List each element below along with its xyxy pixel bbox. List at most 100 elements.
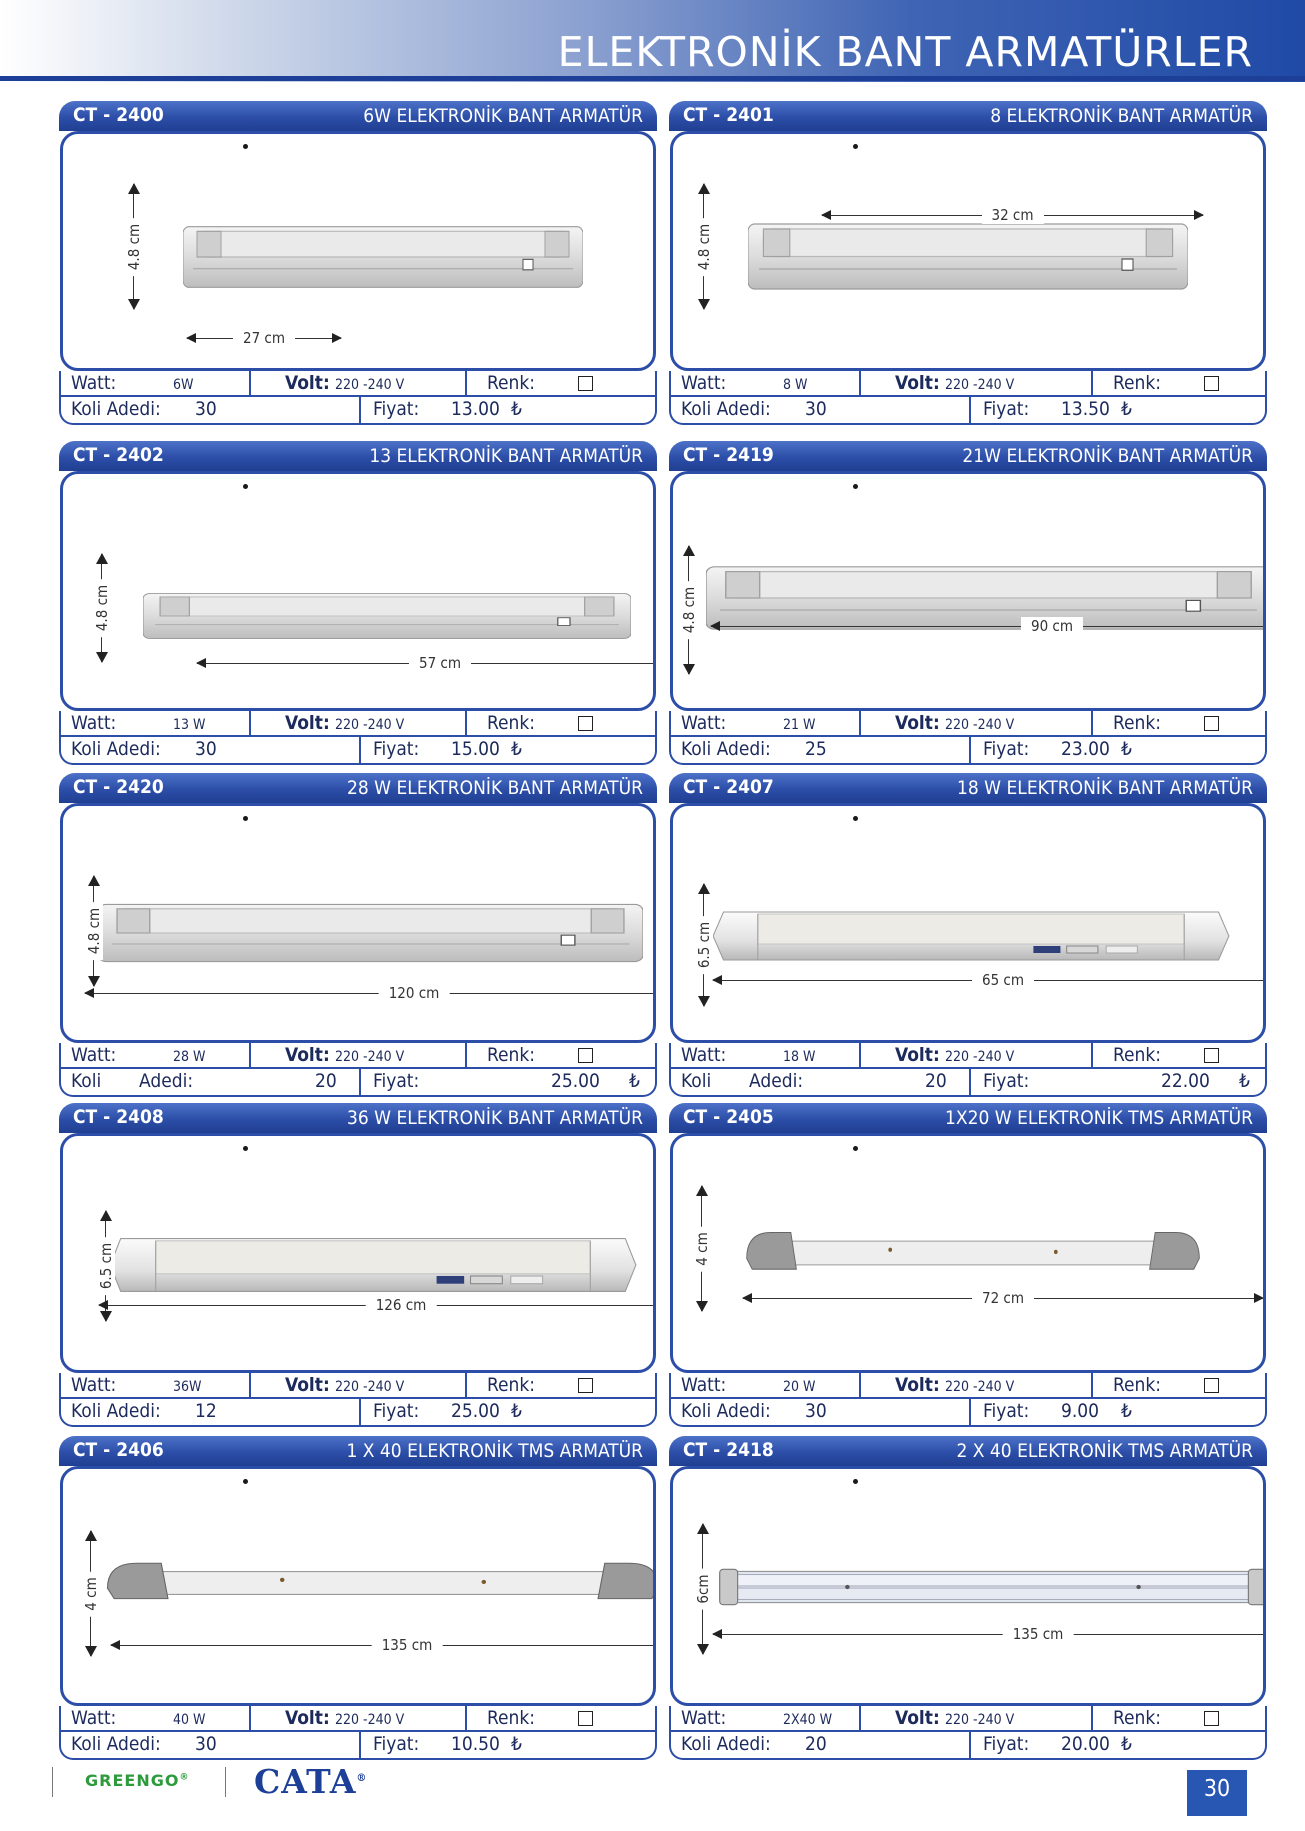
card-header: CT - 2408 36 W ELEKTRONİK BANT ARMATÜR (59, 1103, 657, 1133)
renk-label: Renk: (1113, 1707, 1162, 1729)
arrow-up-icon (698, 883, 710, 894)
height-dimension: 4 cm (691, 1185, 713, 1312)
cell-divider (465, 711, 467, 737)
product-image-area: 4.8 cm 57 cm (60, 471, 656, 711)
color-checkbox[interactable] (578, 1048, 593, 1063)
koli-value: 30 (805, 1400, 827, 1422)
color-checkbox[interactable] (578, 1711, 593, 1726)
color-checkbox[interactable] (1204, 376, 1219, 391)
height-label: 4.8 cm (680, 580, 698, 640)
bullet-dot (853, 144, 858, 149)
spec-row-electrical: Watt: 40 W Volt: 220 -240 V Renk: (61, 1706, 655, 1732)
arrow-left-icon (712, 1629, 722, 1639)
length-label: 27 cm (232, 329, 296, 347)
arrow-down-icon (85, 1646, 97, 1657)
koli-adedi-label: Koli Adedi: (71, 398, 161, 420)
watt-label: Watt: (71, 1374, 117, 1396)
length-label: 90 cm (1020, 617, 1084, 635)
volt-label: Volt: (895, 372, 940, 394)
fiyat-label: Fiyat: (983, 738, 1030, 760)
arrow-down-icon (696, 1301, 708, 1312)
height-label: 6.5 cm (695, 915, 713, 975)
watt-value: 20 W (783, 1379, 816, 1395)
cell-divider (249, 371, 251, 397)
volt-label: Volt: (285, 712, 330, 734)
spec-row-electrical: Watt: 21 W Volt: 220 -240 V Renk: (671, 711, 1265, 737)
product-code: CT - 2402 (73, 444, 164, 466)
color-checkbox[interactable] (1204, 1378, 1219, 1393)
spec-row-order: Koli Adedi: 12 Fiyat: 25.00 ₺ (61, 1399, 655, 1425)
length-label: 32 cm (981, 206, 1044, 224)
volt-value: 220 -240 V (335, 717, 405, 733)
lira-icon: ₺ (1121, 1400, 1132, 1422)
renk-label: Renk: (1113, 1374, 1162, 1396)
card-header: CT - 2419 21W ELEKTRONİK BANT ARMATÜR (669, 441, 1267, 471)
product-card: CT - 2402 13 ELEKTRONİK BANT ARMATÜR 4.8 c… (59, 441, 657, 769)
color-checkbox[interactable] (1204, 1048, 1219, 1063)
cell-divider (859, 1043, 861, 1069)
height-dimension: 6cm (692, 1523, 714, 1655)
length-dimension: 27 cm (186, 329, 342, 349)
koli-adedi-label: Koli Adedi: (71, 1400, 161, 1422)
watt-value: 13 W (173, 717, 206, 733)
product-code: CT - 2407 (683, 776, 774, 798)
cell-divider (249, 1373, 251, 1399)
spec-row-order: Koli Adedi: 30 Fiyat: 9.00 ₺ (671, 1399, 1265, 1425)
price-value: 22.00 (1161, 1070, 1210, 1092)
cell-divider (969, 1732, 971, 1758)
spec-table: Watt: 40 W Volt: 220 -240 V Renk: Koli Adedi:… (59, 1706, 657, 1760)
length-dimension: 90 cm (710, 617, 1263, 637)
lamp-image (103, 1557, 653, 1609)
watt-label: Watt: (681, 1707, 727, 1729)
spec-row-order: Koli Adedi: 30 Fiyat: 15.00 ₺ (61, 737, 655, 763)
length-dimension: 57 cm (196, 654, 653, 674)
spec-row-order: Koli Adedi: 30 Fiyat: 10.50 ₺ (61, 1732, 655, 1758)
length-label: 135 cm (371, 1636, 443, 1654)
color-checkbox[interactable] (1204, 716, 1219, 731)
price-value: 10.50 (451, 1733, 500, 1755)
product-title: 28 W ELEKTRONİK BANT ARMATÜR (347, 777, 643, 799)
arrow-left-icon (110, 1640, 120, 1650)
product-title: 2 X 40 ELEKTRONİK TMS ARMATÜR (956, 1440, 1253, 1462)
arrow-up-icon (96, 553, 108, 564)
volt-value: 220 -240 V (335, 377, 405, 393)
product-card: CT - 2406 1 X 40 ELEKTRONİK TMS ARMATÜR 4 … (59, 1436, 657, 1764)
product-image-area: 4.8 cm 90 cm (670, 471, 1266, 711)
renk-label: Renk: (487, 1374, 536, 1396)
cell-divider (1091, 1043, 1093, 1069)
lamp-image (748, 219, 1188, 294)
cell-divider (969, 737, 971, 763)
price-value: 25.00 (451, 1400, 500, 1422)
arrow-up-icon (698, 183, 710, 194)
spec-row-order: Koli Adedi: 30 Fiyat: 13.50 ₺ (671, 397, 1265, 423)
volt-value: 220 -240 V (945, 1379, 1015, 1395)
volt-value: 220 -240 V (945, 717, 1015, 733)
spec-row-order: Koli Adedi: 20 Fiyat: 25.00 ₺ (61, 1069, 655, 1095)
color-checkbox[interactable] (578, 716, 593, 731)
cell-divider (359, 1732, 361, 1758)
product-code: CT - 2401 (683, 104, 774, 126)
length-dimension: 72 cm (742, 1289, 1263, 1309)
length-dimension: 135 cm (712, 1625, 1263, 1645)
arrow-up-icon (85, 1530, 97, 1541)
volt-label: Volt: (285, 1044, 330, 1066)
length-dimension: 135 cm (110, 1636, 653, 1656)
color-checkbox[interactable] (578, 1378, 593, 1393)
koli-adedi-label: Koli Adedi: (71, 1733, 161, 1755)
cell-divider (465, 371, 467, 397)
product-image-area: 4.8 cm 32 cm (670, 131, 1266, 371)
volt-value: 220 -240 V (945, 377, 1015, 393)
height-label: 4.8 cm (85, 901, 103, 961)
cell-divider (465, 1706, 467, 1732)
spec-row-electrical: Watt: 28 W Volt: 220 -240 V Renk: (61, 1043, 655, 1069)
volt-label: Volt: (285, 372, 330, 394)
color-checkbox[interactable] (578, 376, 593, 391)
lamp-image (706, 562, 1263, 634)
color-checkbox[interactable] (1204, 1711, 1219, 1726)
cell-divider (359, 1069, 361, 1095)
footer-divider (225, 1767, 226, 1797)
product-code: CT - 2418 (683, 1439, 774, 1461)
koli-adedi-label: Koli Adedi: (681, 398, 771, 420)
arrow-left-icon (710, 621, 720, 631)
length-dimension: 120 cm (84, 984, 653, 1004)
